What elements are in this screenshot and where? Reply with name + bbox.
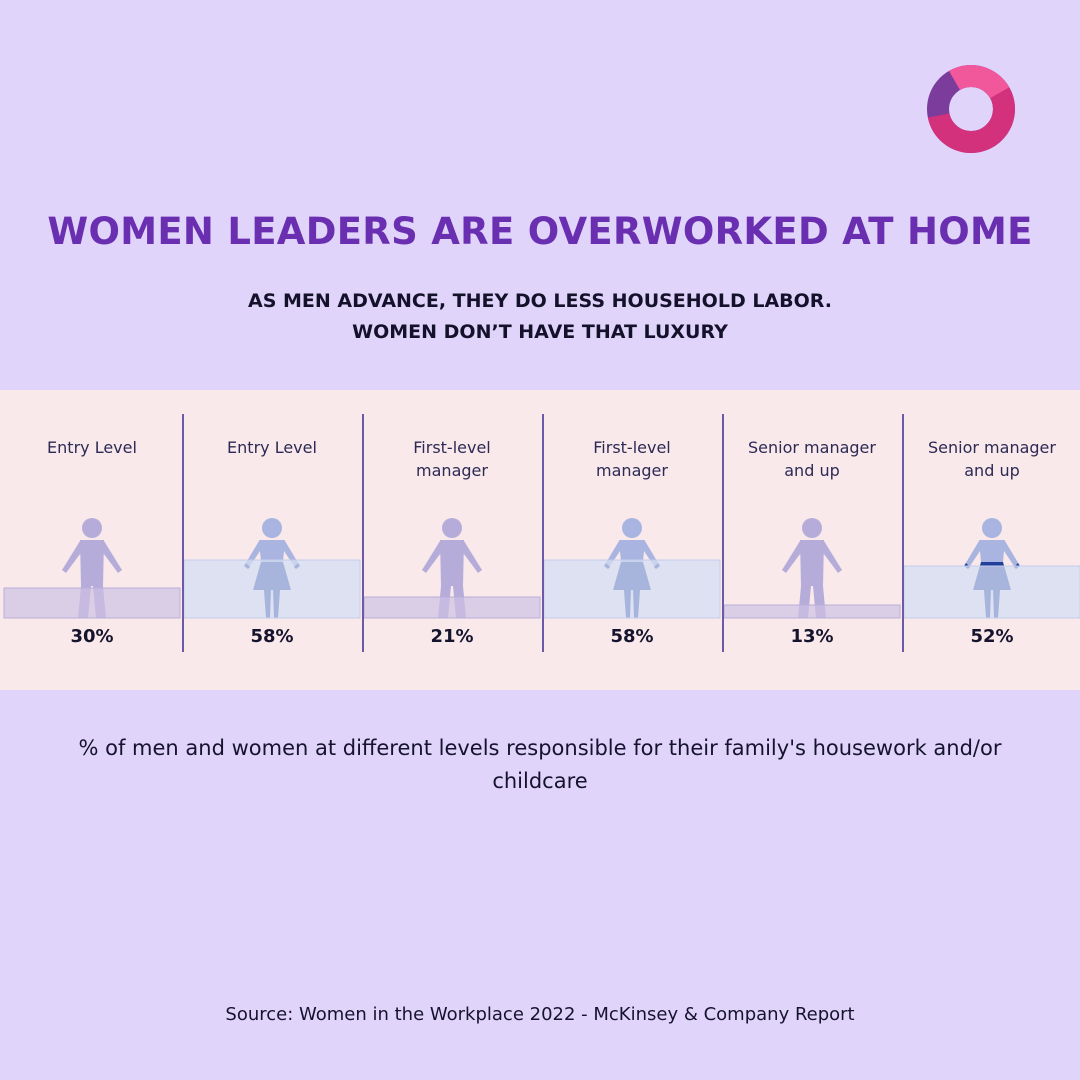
chart-column-5: Senior manager and up 13% — [723, 438, 901, 647]
subtitle-line-1: AS MEN ADVANCE, THEY DO LESS HOUSEHOLD L… — [248, 290, 832, 312]
man-figure-icon — [782, 518, 842, 618]
value-label: 52% — [970, 626, 1013, 647]
bar — [543, 559, 721, 619]
chart-panel: Entry Level 30% Entry Level 58% First-level m… — [0, 390, 1080, 690]
column-label: Senior manager — [928, 438, 1056, 457]
value-label: 58% — [610, 626, 653, 647]
column-label: manager — [416, 461, 488, 480]
page-title: WOMEN LEADERS ARE OVERWORKED AT HOME — [47, 210, 1033, 253]
subtitle-line-2: WOMEN DON’T HAVE THAT LUXURY — [352, 321, 728, 343]
column-label: manager — [596, 461, 668, 480]
chart-column-1: Entry Level 30% — [3, 438, 181, 647]
bar — [183, 559, 361, 619]
chart-column-2: Entry Level 58% — [183, 438, 361, 647]
bar — [3, 587, 181, 619]
bar-chart: Entry Level 30% Entry Level 58% First-level m… — [3, 414, 1080, 652]
chart-column-3: First-level manager 21% — [363, 438, 541, 647]
value-label: 58% — [250, 626, 293, 647]
value-label: 13% — [790, 626, 833, 647]
chart-column-4: First-level manager 58% — [543, 438, 721, 647]
source-note: Source: Women in the Workplace 2022 - Mc… — [225, 1004, 855, 1025]
column-label: Entry Level — [227, 438, 317, 457]
bar — [723, 604, 901, 619]
column-label: Entry Level — [47, 438, 137, 457]
bar — [903, 565, 1080, 619]
column-label: Senior manager — [748, 438, 876, 457]
column-label: First-level — [413, 438, 491, 457]
value-label: 21% — [430, 626, 473, 647]
chart-column-6: Senior manager and up 52% — [903, 438, 1080, 647]
column-label: First-level — [593, 438, 671, 457]
chart-caption: % of men and women at different levels r… — [78, 736, 1002, 793]
bar — [363, 596, 541, 619]
column-label: and up — [784, 461, 839, 480]
column-label: and up — [964, 461, 1019, 480]
value-label: 30% — [70, 626, 113, 647]
page-subtitle: AS MEN ADVANCE, THEY DO LESS HOUSEHOLD L… — [0, 286, 1080, 348]
ring-logo-icon — [927, 65, 1015, 153]
